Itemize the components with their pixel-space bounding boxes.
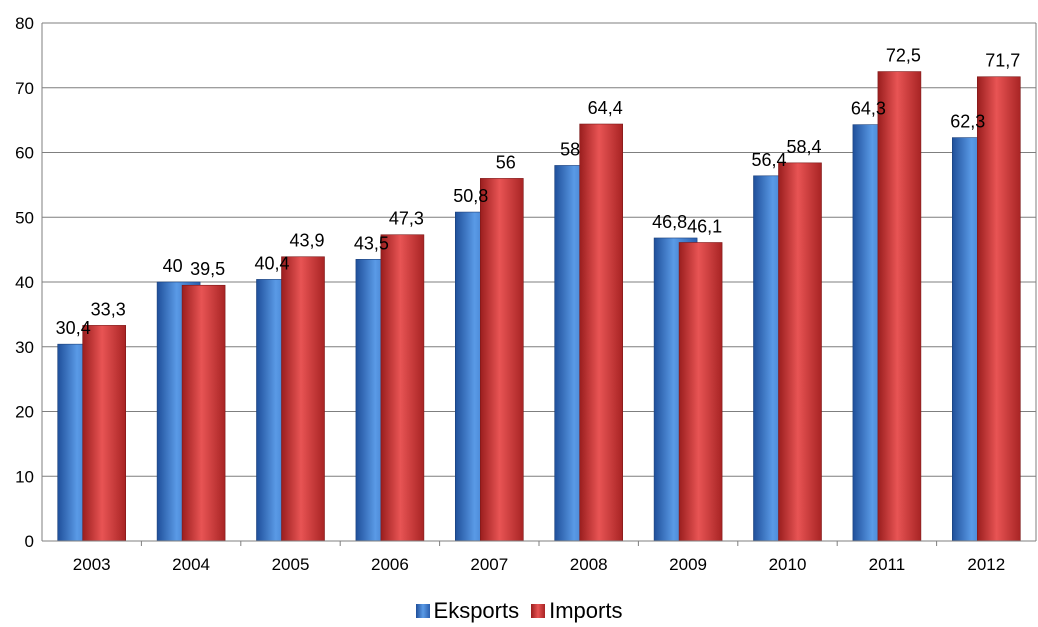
data-label-eksports-2011: 64,3 xyxy=(851,99,886,119)
data-label-imports-2009: 46,1 xyxy=(687,217,722,237)
y-tick-label-70: 70 xyxy=(15,79,34,98)
bar-imports-2006 xyxy=(380,234,425,542)
x-tick-label-2012: 2012 xyxy=(967,555,1005,574)
data-label-eksports-2007: 50,8 xyxy=(453,186,488,206)
bar-imports-2004 xyxy=(181,284,226,542)
data-label-imports-2005: 43,9 xyxy=(289,231,324,251)
x-tick-label-2004: 2004 xyxy=(172,555,210,574)
bar-imports-2005 xyxy=(281,256,325,542)
legend-swatch-imports xyxy=(531,604,546,618)
data-label-eksports-2008: 58 xyxy=(560,139,580,159)
x-tick-label-2003: 2003 xyxy=(73,555,111,574)
axes: 0 10 20 30 40 50 60 70 80 2003 2004 2005 2006 2007 200… xyxy=(15,14,1037,574)
bar-chart: 30,433,3 40 39,5 40,443,9 43,547,3 50,8 56 58 64… xyxy=(15,14,1037,574)
bar-imports-2012 xyxy=(976,76,1021,542)
data-label-eksports-2006: 43,5 xyxy=(354,233,389,253)
legend-item-eksports: Eksports xyxy=(415,598,520,624)
data-label-imports-2012: 71,7 xyxy=(985,51,1020,71)
x-tick-label-2005: 2005 xyxy=(272,555,310,574)
y-tick-label-80: 80 xyxy=(15,14,34,33)
data-label-eksports-2009: 46,8 xyxy=(652,212,687,232)
data-label-imports-2010: 58,4 xyxy=(786,137,821,157)
data-labels: 30,433,3 40 39,5 40,443,9 43,547,3 50,8 56 58 64… xyxy=(56,46,1021,339)
bar-imports-2009 xyxy=(678,242,723,542)
legend-label-imports: Imports xyxy=(549,598,623,623)
x-tick-label-2008: 2008 xyxy=(570,555,608,574)
bars xyxy=(57,71,1021,542)
y-tick-label-0: 0 xyxy=(25,532,34,551)
data-label-imports-2003: 33,3 xyxy=(91,299,126,319)
bar-imports-2003 xyxy=(82,325,126,542)
data-label-eksports-2010: 56,4 xyxy=(751,150,786,170)
data-label-eksports-2003: 30,4 xyxy=(56,318,91,338)
legend: Eksports Imports xyxy=(0,596,1038,626)
x-tick-label-2010: 2010 xyxy=(769,555,807,574)
bar-imports-2008 xyxy=(579,123,624,542)
data-label-imports-2008: 64,4 xyxy=(588,98,623,118)
legend-swatch-eksports xyxy=(415,604,430,618)
y-tick-label-50: 50 xyxy=(15,208,34,227)
legend-item-imports: Imports xyxy=(531,598,622,624)
y-tick-label-10: 10 xyxy=(15,467,34,486)
data-label-eksports-2004: 40 xyxy=(163,256,183,276)
x-tick-label-2009: 2009 xyxy=(669,555,707,574)
y-tick-label-20: 20 xyxy=(15,403,34,422)
y-tick-label-60: 60 xyxy=(15,144,34,163)
data-label-imports-2006: 47,3 xyxy=(389,209,424,229)
x-tick-label-2006: 2006 xyxy=(371,555,409,574)
legend-label-eksports: Eksports xyxy=(433,598,520,623)
x-tick-label-2011: 2011 xyxy=(869,555,906,574)
bar-imports-2007 xyxy=(479,178,524,542)
data-label-imports-2007: 56 xyxy=(496,152,516,172)
data-label-imports-2004: 39,5 xyxy=(190,259,225,279)
x-tick-label-2007: 2007 xyxy=(470,555,508,574)
data-label-eksports-2005: 40,4 xyxy=(254,253,289,273)
data-label-eksports-2012: 62,3 xyxy=(950,112,985,132)
bar-imports-2010 xyxy=(778,162,822,542)
data-label-imports-2011: 72,5 xyxy=(886,46,921,66)
y-tick-label-40: 40 xyxy=(15,273,34,292)
y-tick-label-30: 30 xyxy=(15,338,34,357)
bar-imports-2011 xyxy=(877,71,922,542)
